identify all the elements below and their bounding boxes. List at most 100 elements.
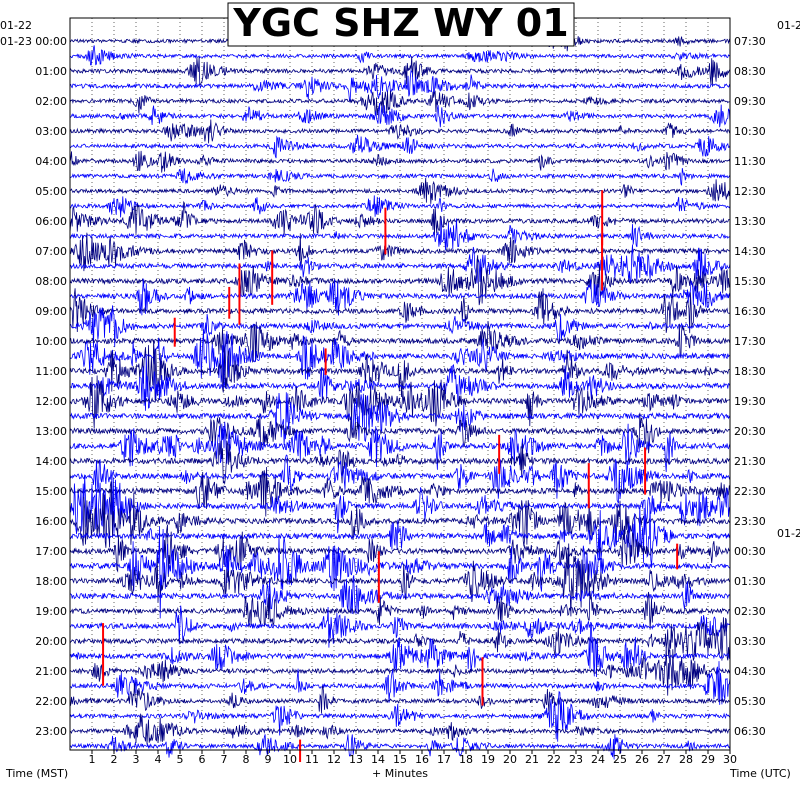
trace-row	[69, 329, 731, 387]
left-hour-label: 04:00	[35, 155, 67, 168]
right-hour-label: 07:30	[734, 35, 766, 48]
x-tick-label: 11	[305, 753, 319, 766]
trace-row	[69, 575, 731, 615]
right-date-change: 01-2	[777, 527, 800, 540]
trace-row	[69, 683, 731, 714]
right-date-top: 01-2	[777, 19, 800, 32]
right-hour-label: 04:30	[734, 665, 766, 678]
trace-row	[69, 543, 731, 617]
trace-row	[69, 305, 731, 348]
x-tick-label: 7	[221, 753, 228, 766]
left-hour-label: 21:00	[35, 665, 67, 678]
right-hour-label: 11:30	[734, 155, 766, 168]
right-hour-label: 03:30	[734, 635, 766, 648]
x-tick-label: 8	[243, 753, 250, 766]
x-tick-label: 27	[657, 753, 671, 766]
right-hour-label: 08:30	[734, 65, 766, 78]
right-hour-label: 13:30	[734, 215, 766, 228]
right-hour-label: 16:30	[734, 305, 766, 318]
right-hour-label: 14:30	[734, 245, 766, 258]
clipped-spikes	[102, 190, 679, 763]
x-tick-label: 25	[613, 753, 627, 766]
x-tick-label: 3	[133, 753, 140, 766]
trace-row	[69, 255, 731, 306]
right-hour-label: 06:30	[734, 725, 766, 738]
right-hour-label: 23:30	[734, 515, 766, 528]
right-hour-label: 12:30	[734, 185, 766, 198]
minute-axis: 1 2 3 4 5 6 7 8 9 10 11 12 13 14 15 16 17 18 19 20 21 22 23 24 2…	[89, 750, 737, 766]
left-hour-label: 08:00	[35, 275, 67, 288]
chart-title: YGC SHZ WY 01	[232, 1, 568, 45]
trace-row	[69, 339, 731, 401]
x-tick-label: 22	[547, 753, 561, 766]
right-hour-label: 17:30	[734, 335, 766, 348]
trace-row	[69, 218, 731, 251]
x-tick-label: 23	[569, 753, 583, 766]
trace-row	[69, 375, 731, 429]
trace-row	[69, 195, 731, 218]
right-hour-label: 00:30	[734, 545, 766, 558]
x-tick-label: 29	[701, 753, 715, 766]
x-tick-label: 12	[327, 753, 341, 766]
trace-row	[69, 481, 731, 548]
trace-row	[69, 421, 731, 473]
right-hour-label: 22:30	[734, 485, 766, 498]
trace-row	[69, 68, 731, 103]
trace-row	[69, 90, 731, 116]
left-hour-label: 13:00	[35, 425, 67, 438]
trace-row	[69, 232, 731, 272]
title-box	[227, 2, 575, 47]
left-hour-label: 19:00	[35, 605, 67, 618]
x-tick-label: 19	[481, 753, 495, 766]
trace-row	[69, 440, 730, 485]
right-hour-label: 05:30	[734, 695, 766, 708]
right-hour-label: 02:30	[734, 605, 766, 618]
x-tick-label: 5	[177, 753, 184, 766]
trace-row	[69, 278, 731, 316]
trace-row	[69, 288, 731, 334]
left-hour-label: 23:00	[35, 725, 67, 738]
left-hour-label: 02:00	[35, 95, 67, 108]
left-hour-label: 20:00	[35, 635, 67, 648]
trace-row	[69, 45, 731, 66]
trace-row	[69, 591, 731, 630]
x-tick-label: 26	[635, 753, 649, 766]
x-tick-label: 17	[437, 753, 451, 766]
trace-row	[69, 355, 731, 411]
x-tick-label: 1	[89, 753, 96, 766]
x-tick-label: 18	[459, 753, 473, 766]
left-axis-label: Time (MST)	[5, 767, 68, 780]
left-hour-label: 22:00	[35, 695, 67, 708]
trace-row	[69, 177, 731, 204]
trace-row	[69, 502, 731, 567]
trace-row	[69, 392, 731, 446]
x-tick-label: 14	[371, 753, 385, 766]
right-hour-label: 21:30	[734, 455, 766, 468]
left-hour-label: 07:00	[35, 245, 67, 258]
x-tick-label: 9	[265, 753, 272, 766]
left-hour-label: 09:00	[35, 305, 67, 318]
trace-row	[69, 134, 731, 159]
trace-row	[69, 150, 731, 173]
x-tick-label: 20	[503, 753, 517, 766]
x-tick-label: 28	[679, 753, 693, 766]
trace-row	[69, 200, 731, 236]
left-hour-label: 15:00	[35, 485, 67, 498]
trace-row	[69, 56, 731, 87]
left-hour-label: 11:00	[35, 365, 67, 378]
trace-row	[69, 713, 731, 745]
trace-row	[69, 526, 731, 619]
x-tick-label: 24	[591, 753, 605, 766]
left-date-start: 01-23	[0, 35, 32, 48]
right-hour-label: 19:30	[734, 395, 766, 408]
trace-row	[69, 661, 731, 705]
trace-row	[69, 168, 731, 186]
trace-row	[69, 119, 731, 144]
left-hour-label: 01:00	[35, 65, 67, 78]
trace-row	[69, 454, 731, 504]
x-axis-label: + Minutes	[372, 767, 428, 780]
trace-row	[69, 621, 731, 678]
x-tick-label: 2	[111, 753, 118, 766]
trace-row	[69, 466, 731, 517]
